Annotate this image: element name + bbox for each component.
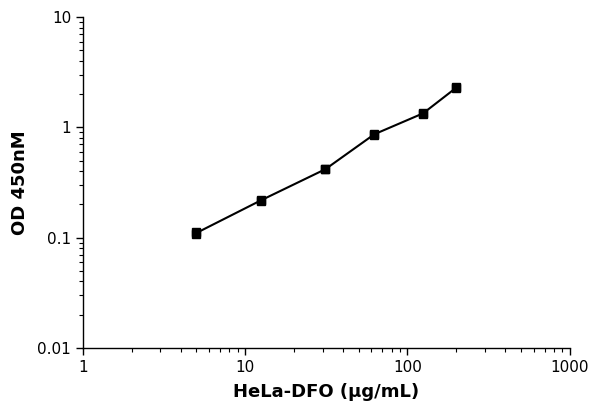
X-axis label: HeLa-DFO (µg/mL): HeLa-DFO (µg/mL) (233, 383, 419, 401)
Y-axis label: OD 450nM: OD 450nM (11, 130, 29, 235)
